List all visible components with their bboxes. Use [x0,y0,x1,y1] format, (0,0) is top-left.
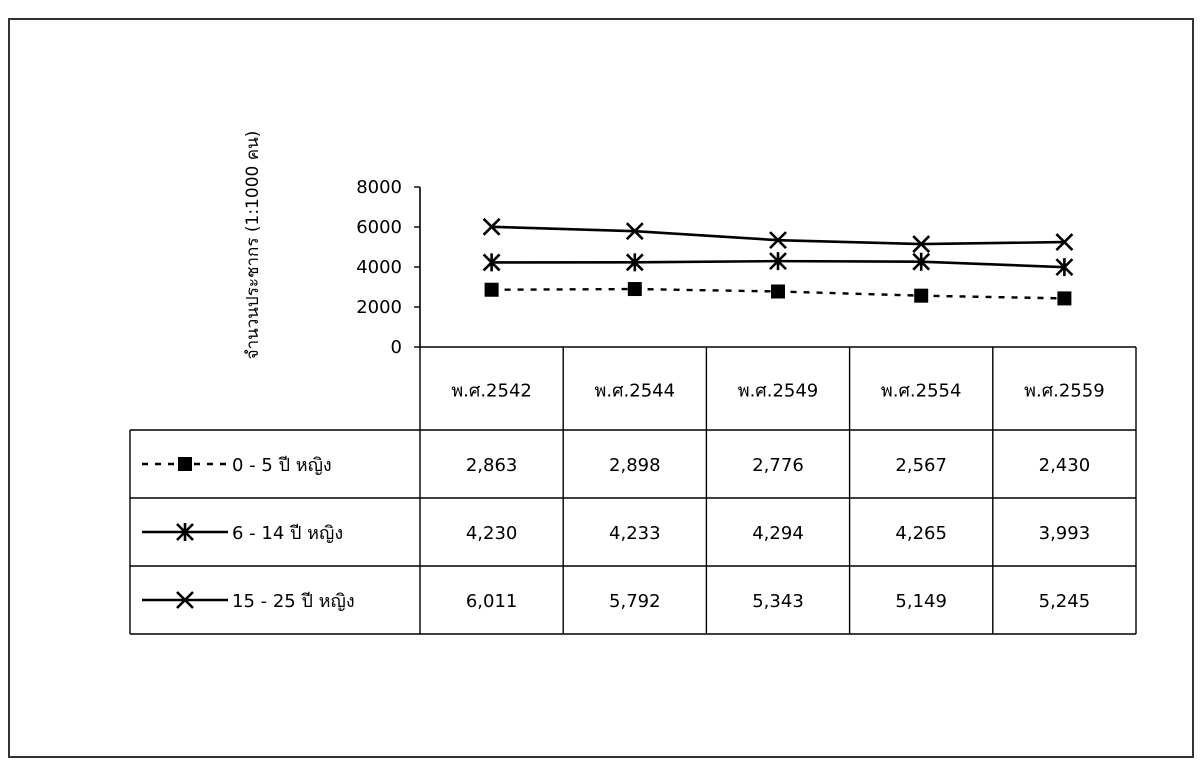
data-point-1 [914,288,929,303]
series-name-label: 15 - 25 ปี หญิง [232,591,355,612]
x-category-label: พ.ศ.2559 [1024,381,1105,402]
legend-key-marker [176,523,194,541]
data-point-3 [769,231,787,250]
y-tick-label: 8000 [356,177,402,198]
series-name-label: 6 - 14 ปี หญิง [232,523,343,544]
data-value-cell: 5,149 [895,591,947,612]
y-axis-title: จำนวนประชากร (1:1000 คน) [243,131,263,360]
y-tick-label: 6000 [356,217,402,238]
data-value-cell: 5,343 [752,591,804,612]
y-tick-label: 2000 [356,297,402,318]
data-value-cell: 5,245 [1039,591,1091,612]
data-point-1 [484,282,499,297]
x-category-label: พ.ศ.2544 [595,381,676,402]
data-value-cell: 4,265 [895,523,947,544]
data-point-3 [482,217,501,236]
x-category-label: พ.ศ.2554 [881,381,962,402]
series-name-label: 0 - 5 ปี หญิง [232,455,332,476]
x-category-label: พ.ศ.2542 [451,381,532,402]
data-point-3 [625,222,644,241]
data-point-2 [482,253,501,272]
x-category-label: พ.ศ.2549 [738,381,819,402]
data-point-2 [625,253,644,272]
data-value-cell: 3,993 [1039,523,1091,544]
data-value-cell: 2,898 [609,455,661,476]
legend-key-marker [176,591,194,609]
legend-key-marker [178,457,192,471]
data-point-1 [1057,291,1072,306]
data-value-cell: 2,430 [1039,455,1091,476]
data-value-cell: 2,863 [466,455,518,476]
data-value-cell: 6,011 [466,591,518,612]
data-value-cell: 4,230 [466,523,518,544]
data-point-2 [1055,258,1074,277]
data-point-2 [912,252,931,271]
data-point-1 [627,282,642,297]
data-value-cell: 5,792 [609,591,661,612]
data-value-cell: 2,567 [895,455,947,476]
data-point-2 [769,252,787,271]
data-value-cell: 2,776 [752,455,804,476]
y-tick-label: 0 [391,337,402,358]
data-value-cell: 4,233 [609,523,661,544]
data-point-3 [912,235,931,253]
data-point-1 [771,284,785,299]
chart-frame: 0 2000 4000 6000 8000 จำนวนประชากร (1:1000 คน… [8,18,1194,758]
y-tick-label: 4000 [356,257,402,278]
data-value-cell: 4,294 [752,523,804,544]
line-chart: 0 2000 4000 6000 8000 จำนวนประชากร (1:1000 คน… [129,131,1137,635]
data-point-3 [1055,233,1074,252]
